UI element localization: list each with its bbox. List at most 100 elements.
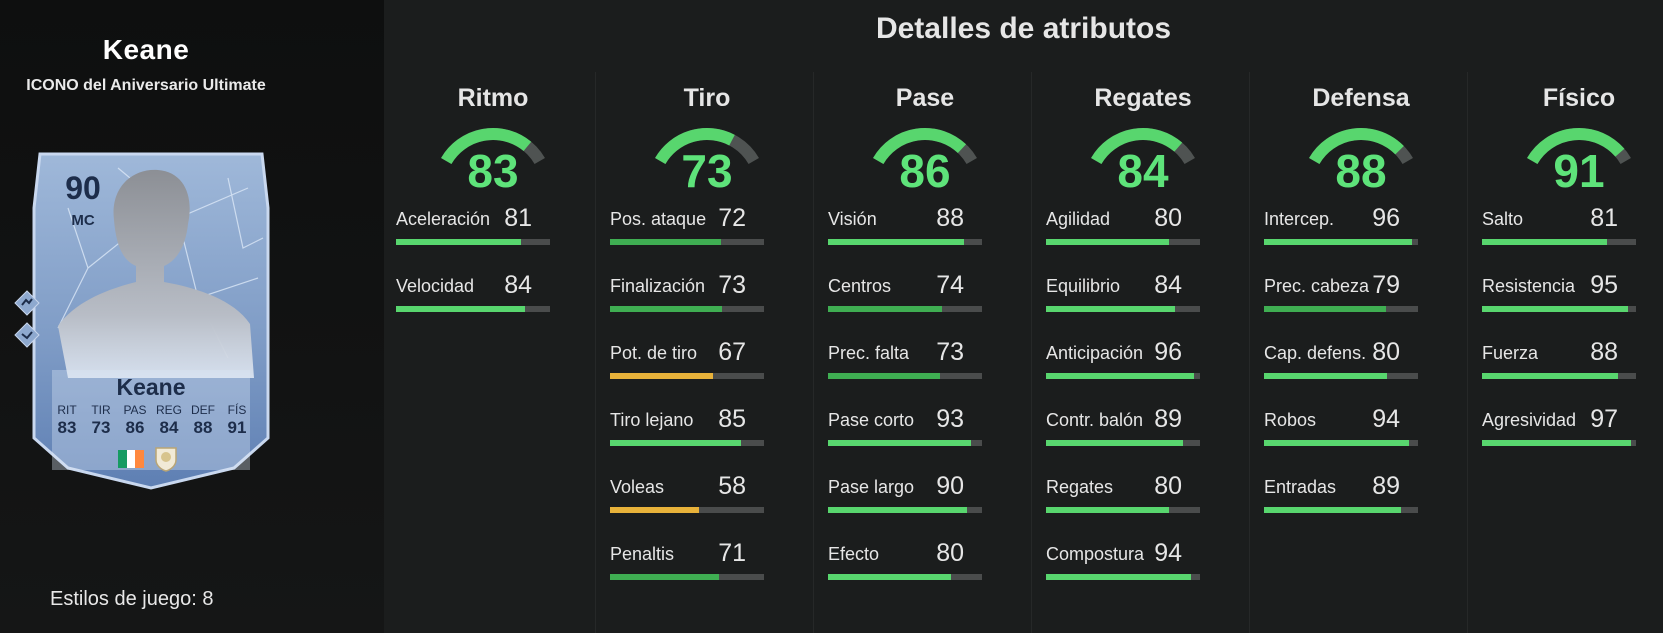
playstyle-icon[interactable] [14, 322, 40, 348]
attribute-row: Salto 81 [1470, 204, 1663, 272]
attribute-value: 79 [1372, 271, 1400, 299]
category-defensa: Defensa 88 Intercep. 96 Prec. cabeza 79 Cap. d… [1252, 76, 1470, 540]
attribute-row: Tiro lejano 85 [598, 405, 816, 473]
player-name: Keane [102, 34, 190, 65]
category-rating: 84 [1117, 145, 1169, 197]
attribute-row: Voleas 58 [598, 472, 816, 540]
attribute-bar-fill [828, 574, 952, 580]
attribute-label: Anticipación [1046, 343, 1144, 363]
card-stats: RIT 83 TIR 73 PAS 86 REG 84 DEF 88 FÍS 91 [50, 403, 254, 438]
category-gauge: 88 [1293, 120, 1429, 200]
attribute-value: 90 [936, 472, 964, 500]
card-stat: REG 84 [152, 403, 186, 438]
category-físico: Físico 91 Salto 81 Resistencia 95 Fuerza 88 Agre… [1470, 76, 1663, 473]
card-stat: FÍS 91 [220, 403, 254, 438]
attribute-bar-fill [1482, 239, 1607, 245]
attribute-label: Pos. ataque [610, 209, 707, 229]
card-stat-label: TIR [91, 403, 111, 417]
gauge-fill [655, 128, 735, 165]
attribute-bar-fill [610, 440, 741, 446]
attribute-bar [1046, 440, 1200, 446]
attribute-bar [828, 507, 982, 513]
column-divider [1467, 72, 1468, 633]
category-title: Tiro [683, 84, 731, 112]
card-player-name: Keane [116, 374, 186, 400]
card-rating: 90 [65, 170, 101, 206]
attribute-label: Centros [828, 276, 892, 296]
card-stat-label: PAS [123, 403, 147, 417]
attribute-bar [1264, 239, 1418, 245]
attribute-bar-fill [610, 373, 714, 379]
category-rating: 91 [1553, 145, 1605, 197]
card-stat: TIR 73 [84, 403, 118, 438]
attribute-label: Fuerza [1482, 343, 1539, 363]
attribute-bar-fill [610, 574, 720, 580]
attribute-bar-fill [1264, 306, 1386, 312]
attribute-bar [1482, 440, 1636, 446]
card-type: ICONO del Aniversario Ultimate [26, 77, 266, 94]
attribute-bar [1482, 373, 1636, 379]
attribute-bar [1046, 507, 1200, 513]
attribute-row: Velocidad 84 [384, 271, 602, 339]
card-stat-value: 73 [91, 418, 111, 437]
attribute-bar [828, 306, 982, 312]
attribute-row: Entradas 89 [1252, 472, 1470, 540]
attribute-row: Prec. cabeza 79 [1252, 271, 1470, 339]
card-position: MC [71, 212, 95, 229]
card-stat: PAS 86 [118, 403, 152, 438]
attribute-value: 73 [936, 338, 964, 366]
category-rating: 88 [1335, 145, 1387, 197]
attribute-row: Pos. ataque 72 [598, 204, 816, 272]
attribute-value: 89 [1372, 472, 1400, 500]
attribute-details-panel: Detalles de atributos Ritmo 83 Aceleración… [384, 0, 1663, 633]
attribute-value: 94 [1154, 539, 1182, 567]
category-gauge: 91 [1511, 120, 1647, 200]
attribute-bar-fill [828, 239, 964, 245]
attribute-row: Pase corto 93 [816, 405, 1034, 473]
attribute-bar [828, 440, 982, 446]
card-stat-label: RIT [57, 403, 77, 417]
attribute-row: Cap. defens. 80 [1252, 338, 1470, 406]
attribute-label: Prec. cabeza [1264, 276, 1370, 296]
attribute-bar [610, 306, 764, 312]
attribute-label: Velocidad [396, 276, 475, 296]
icon-badge-icon [155, 447, 177, 472]
attribute-row: Robos 94 [1252, 405, 1470, 473]
attribute-bar-fill [1046, 440, 1184, 446]
attribute-value: 95 [1590, 271, 1618, 299]
attribute-label: Contr. balón [1046, 410, 1144, 430]
attribute-label: Robos [1264, 410, 1317, 430]
attribute-bar-fill [610, 507, 700, 513]
card-background [32, 152, 270, 490]
attribute-row: Anticipación 96 [1034, 338, 1252, 406]
attribute-bar-fill [396, 306, 526, 312]
card-stat-label: REG [155, 403, 182, 417]
attribute-bar-fill [1264, 440, 1409, 446]
attribute-bar [610, 507, 764, 513]
attribute-label: Penaltis [610, 544, 675, 564]
attribute-row: Finalización 73 [598, 271, 816, 339]
attribute-bar [610, 239, 764, 245]
attribute-bar-fill [1046, 239, 1170, 245]
attribute-bar [1482, 239, 1636, 245]
attribute-label: Agilidad [1046, 209, 1111, 229]
category-pase: Pase 86 Visión 88 Centros 74 Prec. falta 73 Pase… [816, 76, 1034, 607]
category-title: Regates [1094, 84, 1192, 112]
attribute-row: Intercep. 96 [1252, 204, 1470, 272]
attribute-value: 85 [718, 405, 746, 433]
attribute-value: 96 [1372, 204, 1400, 232]
playstyle-icon[interactable] [14, 290, 40, 316]
category-gauge: 73 [639, 120, 775, 200]
player-card[interactable]: 90 MC Keane RIT 83 TIR 73 PAS 86 REG 84 DEF 88 FÍS… [28, 148, 274, 494]
card-stat-label: DEF [191, 403, 215, 417]
category-rating: 73 [681, 145, 733, 197]
attribute-row: Aceleración 81 [384, 204, 602, 272]
category-tiro: Tiro 73 Pos. ataque 72 Finalización 73 Pot. de… [598, 76, 816, 607]
attribute-label: Aceleración [396, 209, 491, 229]
attribute-label: Intercep. [1264, 209, 1335, 229]
attribute-label: Tiro lejano [610, 410, 694, 430]
attribute-bar-fill [1482, 440, 1632, 446]
card-stat-value: 91 [227, 418, 247, 437]
attribute-label: Regates [1046, 477, 1114, 497]
attribute-row: Fuerza 88 [1470, 338, 1663, 406]
